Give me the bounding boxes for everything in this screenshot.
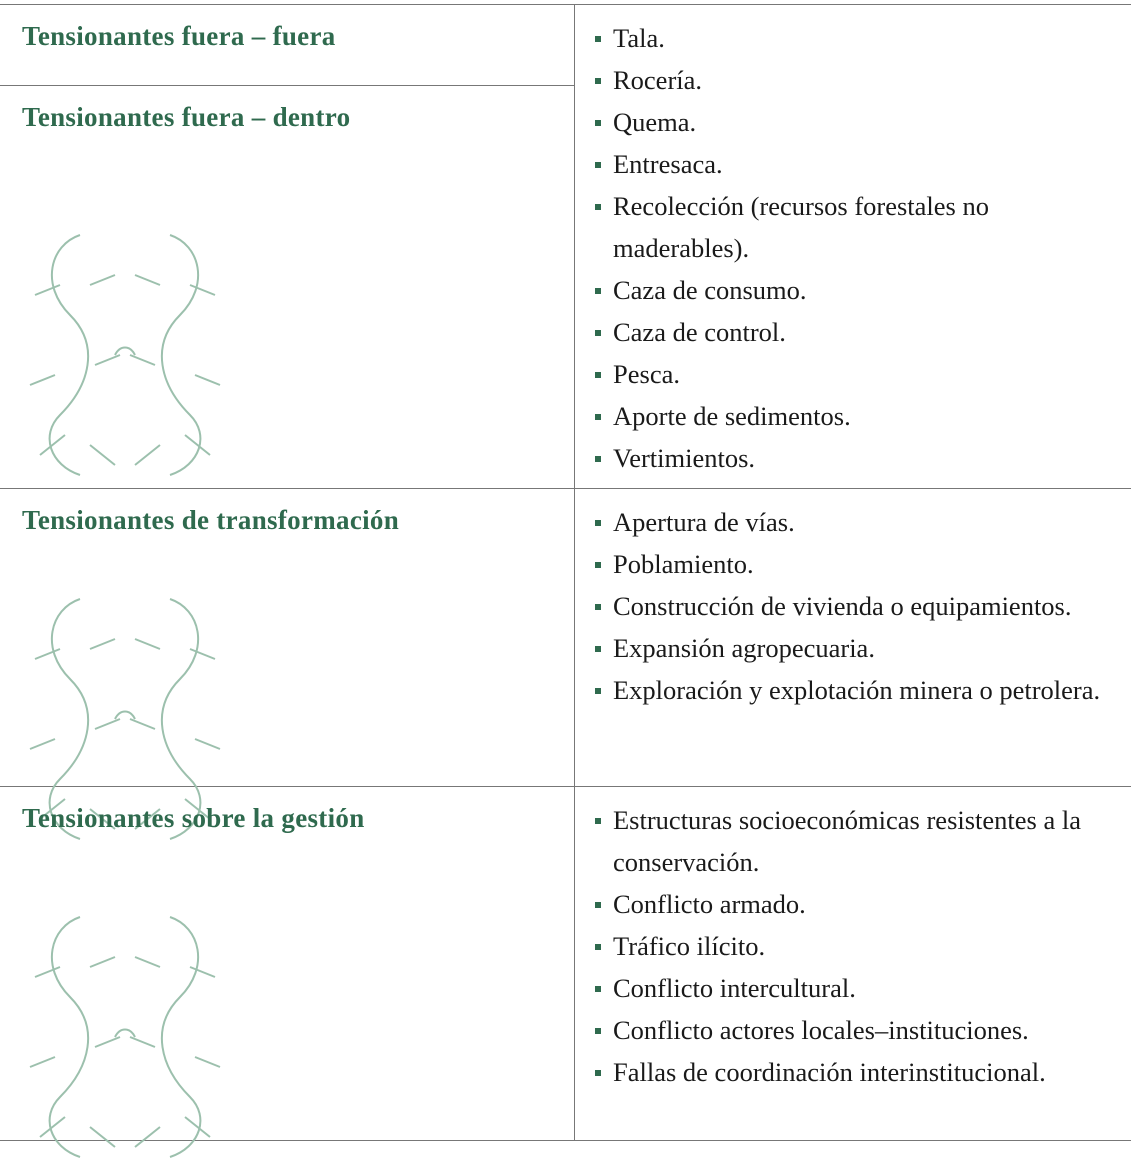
list-item: Pesca. [593, 353, 1123, 395]
list-item: Caza de control. [593, 311, 1123, 353]
list-item: Tala. [593, 17, 1123, 59]
page: Tensionantes fuera – fuera Tensionantes f… [0, 4, 1131, 1158]
list-item: Rocería. [593, 59, 1123, 101]
list-item: Conflicto actores locales–instituciones. [593, 1009, 1123, 1051]
lizard-decoration [29, 598, 221, 840]
list-item: Entresaca. [593, 143, 1123, 185]
category-heading: Tensionantes sobre la gestión [22, 803, 365, 833]
item-list: Apertura de vías. Poblamiento. Construcció… [575, 489, 1131, 786]
list-item: Conflicto armado. [593, 883, 1123, 925]
category-cell: Tensionantes de transformación [0, 489, 575, 840]
category-heading: Tensionantes fuera – fuera [22, 21, 336, 51]
list-item: Construcción de vivienda o equipamientos… [593, 585, 1123, 627]
list-item: Quema. [593, 101, 1123, 143]
category-heading: Tensionantes de transformación [22, 505, 400, 535]
lizard-decoration [29, 234, 221, 476]
category-cell: Tensionantes fuera – fuera Tensionantes f… [0, 5, 575, 488]
list-item: Tráfico ilícito. [593, 925, 1123, 967]
list-item: Recolección (recursos forestales no made… [593, 185, 1123, 269]
list-item: Vertimientos. [593, 437, 1123, 479]
list-item: Exploración y explotación minera o petro… [593, 669, 1123, 711]
stressor-table: Tensionantes fuera – fuera Tensionantes f… [0, 4, 1131, 1158]
item-list: Tala. Rocería. Quema. Entresaca. Recolección… [575, 5, 1131, 488]
list-item: Estructuras socioeconómicas resistentes … [593, 799, 1123, 883]
table-row: Tensionantes fuera – fuera Tensionantes f… [0, 5, 1131, 489]
list-item: Poblamiento. [593, 543, 1123, 585]
list-item: Conflicto intercultural. [593, 967, 1123, 1009]
item-list: Estructuras socioeconómicas resistentes … [575, 787, 1131, 1140]
list-item: Fallas de coordinación interinstituciona… [593, 1051, 1123, 1093]
list-item: Aporte de sedimentos. [593, 395, 1123, 437]
lizard-decoration [29, 916, 221, 1158]
list-item: Apertura de vías. [593, 501, 1123, 543]
table-row: Tensionantes sobre la gestión Estructura… [0, 787, 1131, 1158]
list-item: Caza de consumo. [593, 269, 1123, 311]
table-row: Tensionantes de transformación Apertura … [0, 489, 1131, 840]
list-item: Expansión agropecuaria. [593, 627, 1123, 669]
category-heading: Tensionantes fuera – dentro [0, 85, 574, 165]
category-cell: Tensionantes sobre la gestión [0, 787, 575, 1158]
